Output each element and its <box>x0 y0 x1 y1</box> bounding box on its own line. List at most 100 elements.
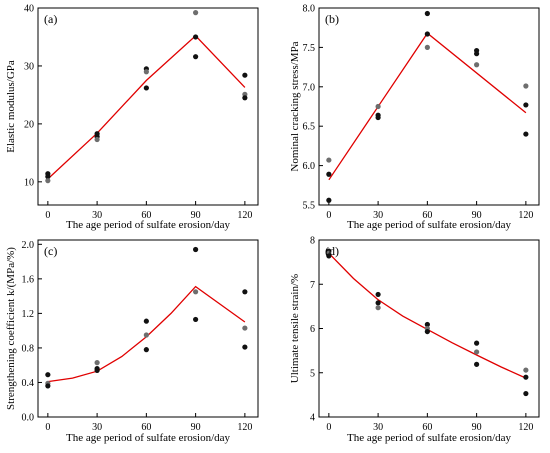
data-point <box>326 157 332 163</box>
plot-frame <box>37 239 259 418</box>
data-point <box>94 360 100 366</box>
fit-line <box>328 252 527 379</box>
data-point <box>242 72 248 78</box>
data-point <box>45 383 51 389</box>
data-point <box>375 300 381 306</box>
x-tick-label: 120 <box>237 422 252 433</box>
data-point <box>193 289 199 295</box>
y-tick-label: 7.0 <box>303 82 316 93</box>
data-point <box>474 349 480 355</box>
y-tick-label: 5 <box>310 368 315 379</box>
y-tick-label: 0.4 <box>22 378 35 389</box>
data-point <box>424 44 430 51</box>
y-tick-label: 8.0 <box>303 4 316 15</box>
panel-label: (a) <box>44 12 57 26</box>
y-tick-label: 4 <box>310 413 315 424</box>
x-tick-label: 90 <box>472 422 482 433</box>
x-tick-label: 30 <box>373 422 383 433</box>
x-tick-label: 90 <box>191 422 201 433</box>
data-point <box>523 131 529 137</box>
data-point <box>242 289 248 295</box>
data-point <box>375 114 381 121</box>
data-point <box>474 51 480 57</box>
plot-frame <box>318 7 540 206</box>
plot-frame <box>37 7 259 206</box>
data-point <box>474 62 480 68</box>
data-point <box>523 83 529 89</box>
x-tick-label: 60 <box>422 210 432 221</box>
data-point <box>424 321 430 328</box>
y-tick-label: 1.2 <box>22 309 35 320</box>
panel-label: (b) <box>325 12 339 26</box>
data-point <box>474 361 480 367</box>
data-point <box>523 390 529 397</box>
panel-label: (c) <box>44 244 57 258</box>
data-point <box>143 347 149 353</box>
data-point <box>424 31 430 37</box>
data-point <box>143 318 149 324</box>
x-axis-label: The age period of sulfate erosion/day <box>66 432 231 444</box>
data-point <box>45 174 51 180</box>
x-tick-label: 120 <box>237 210 252 221</box>
x-tick-label: 30 <box>92 422 102 433</box>
x-tick-label: 0 <box>45 422 50 433</box>
data-point <box>424 10 430 17</box>
data-point <box>143 85 149 91</box>
data-point <box>375 291 381 298</box>
y-tick-label: 7 <box>310 280 315 291</box>
y-tick-label: 30 <box>24 61 34 72</box>
x-tick-label: 60 <box>141 422 151 433</box>
y-tick-label: 40 <box>24 4 34 15</box>
data-point <box>193 10 199 16</box>
data-point <box>193 316 199 323</box>
x-tick-label: 30 <box>92 210 102 221</box>
y-tick-label: 10 <box>24 177 34 188</box>
y-tick-label: 20 <box>24 119 34 130</box>
chart-panel-3: 0 30 60 90 120 0.0 0.4 0.8 1.2 1.6 2.0 (c) The age p… <box>5 239 259 444</box>
data-point <box>523 102 529 108</box>
data-point <box>523 367 529 373</box>
y-tick-label: 2.0 <box>22 240 35 251</box>
data-point <box>45 178 51 184</box>
y-tick-label: 8 <box>310 236 315 247</box>
y-tick-label: 7.5 <box>303 43 316 54</box>
x-tick-label: 90 <box>191 210 201 221</box>
data-point <box>242 325 248 331</box>
data-point <box>242 95 248 101</box>
chart-panel-4: 0 30 60 90 120 4 5 6 7 8 (d) The age period of sulf… <box>289 236 540 444</box>
data-point <box>375 103 381 110</box>
x-tick-label: 90 <box>472 210 482 221</box>
data-point <box>424 328 430 335</box>
y-tick-label: 1.6 <box>22 274 35 285</box>
data-point <box>326 171 332 177</box>
data-point <box>523 374 529 380</box>
y-axis-label: Strengthening coefficient k/(MPa/%) <box>5 247 17 410</box>
y-tick-label: 6.0 <box>303 161 316 172</box>
data-point <box>45 372 51 378</box>
x-tick-label: 30 <box>373 210 383 221</box>
data-point <box>375 305 381 311</box>
x-tick-label: 60 <box>141 210 151 221</box>
data-point <box>143 69 149 75</box>
data-point <box>193 54 199 60</box>
data-point <box>193 34 199 40</box>
x-tick-label: 0 <box>326 422 331 433</box>
x-tick-label: 120 <box>518 422 533 433</box>
y-axis-label: Ultimate tensile strain/% <box>289 274 301 383</box>
fit-line <box>47 34 246 180</box>
chart-panel-1: 0 30 60 90 120 10 20 30 40 (a) The age period of s… <box>5 4 259 231</box>
data-point <box>326 253 332 259</box>
data-point <box>474 340 480 346</box>
data-point <box>94 367 100 373</box>
data-point <box>94 136 100 143</box>
y-tick-label: 0.8 <box>22 343 35 354</box>
x-axis-label: The age period of sulfate erosion/day <box>66 219 231 231</box>
y-tick-label: 0.0 <box>22 413 35 424</box>
data-point <box>242 344 248 350</box>
x-tick-label: 60 <box>422 422 432 433</box>
x-tick-label: 0 <box>326 210 331 221</box>
y-axis-label: Elastic modulus/GPa <box>5 60 17 153</box>
chart-panel-2: 0 30 60 90 120 5.5 6.0 6.5 7.0 7.5 8.0 (b) The age p… <box>289 4 540 231</box>
data-point <box>193 246 199 253</box>
